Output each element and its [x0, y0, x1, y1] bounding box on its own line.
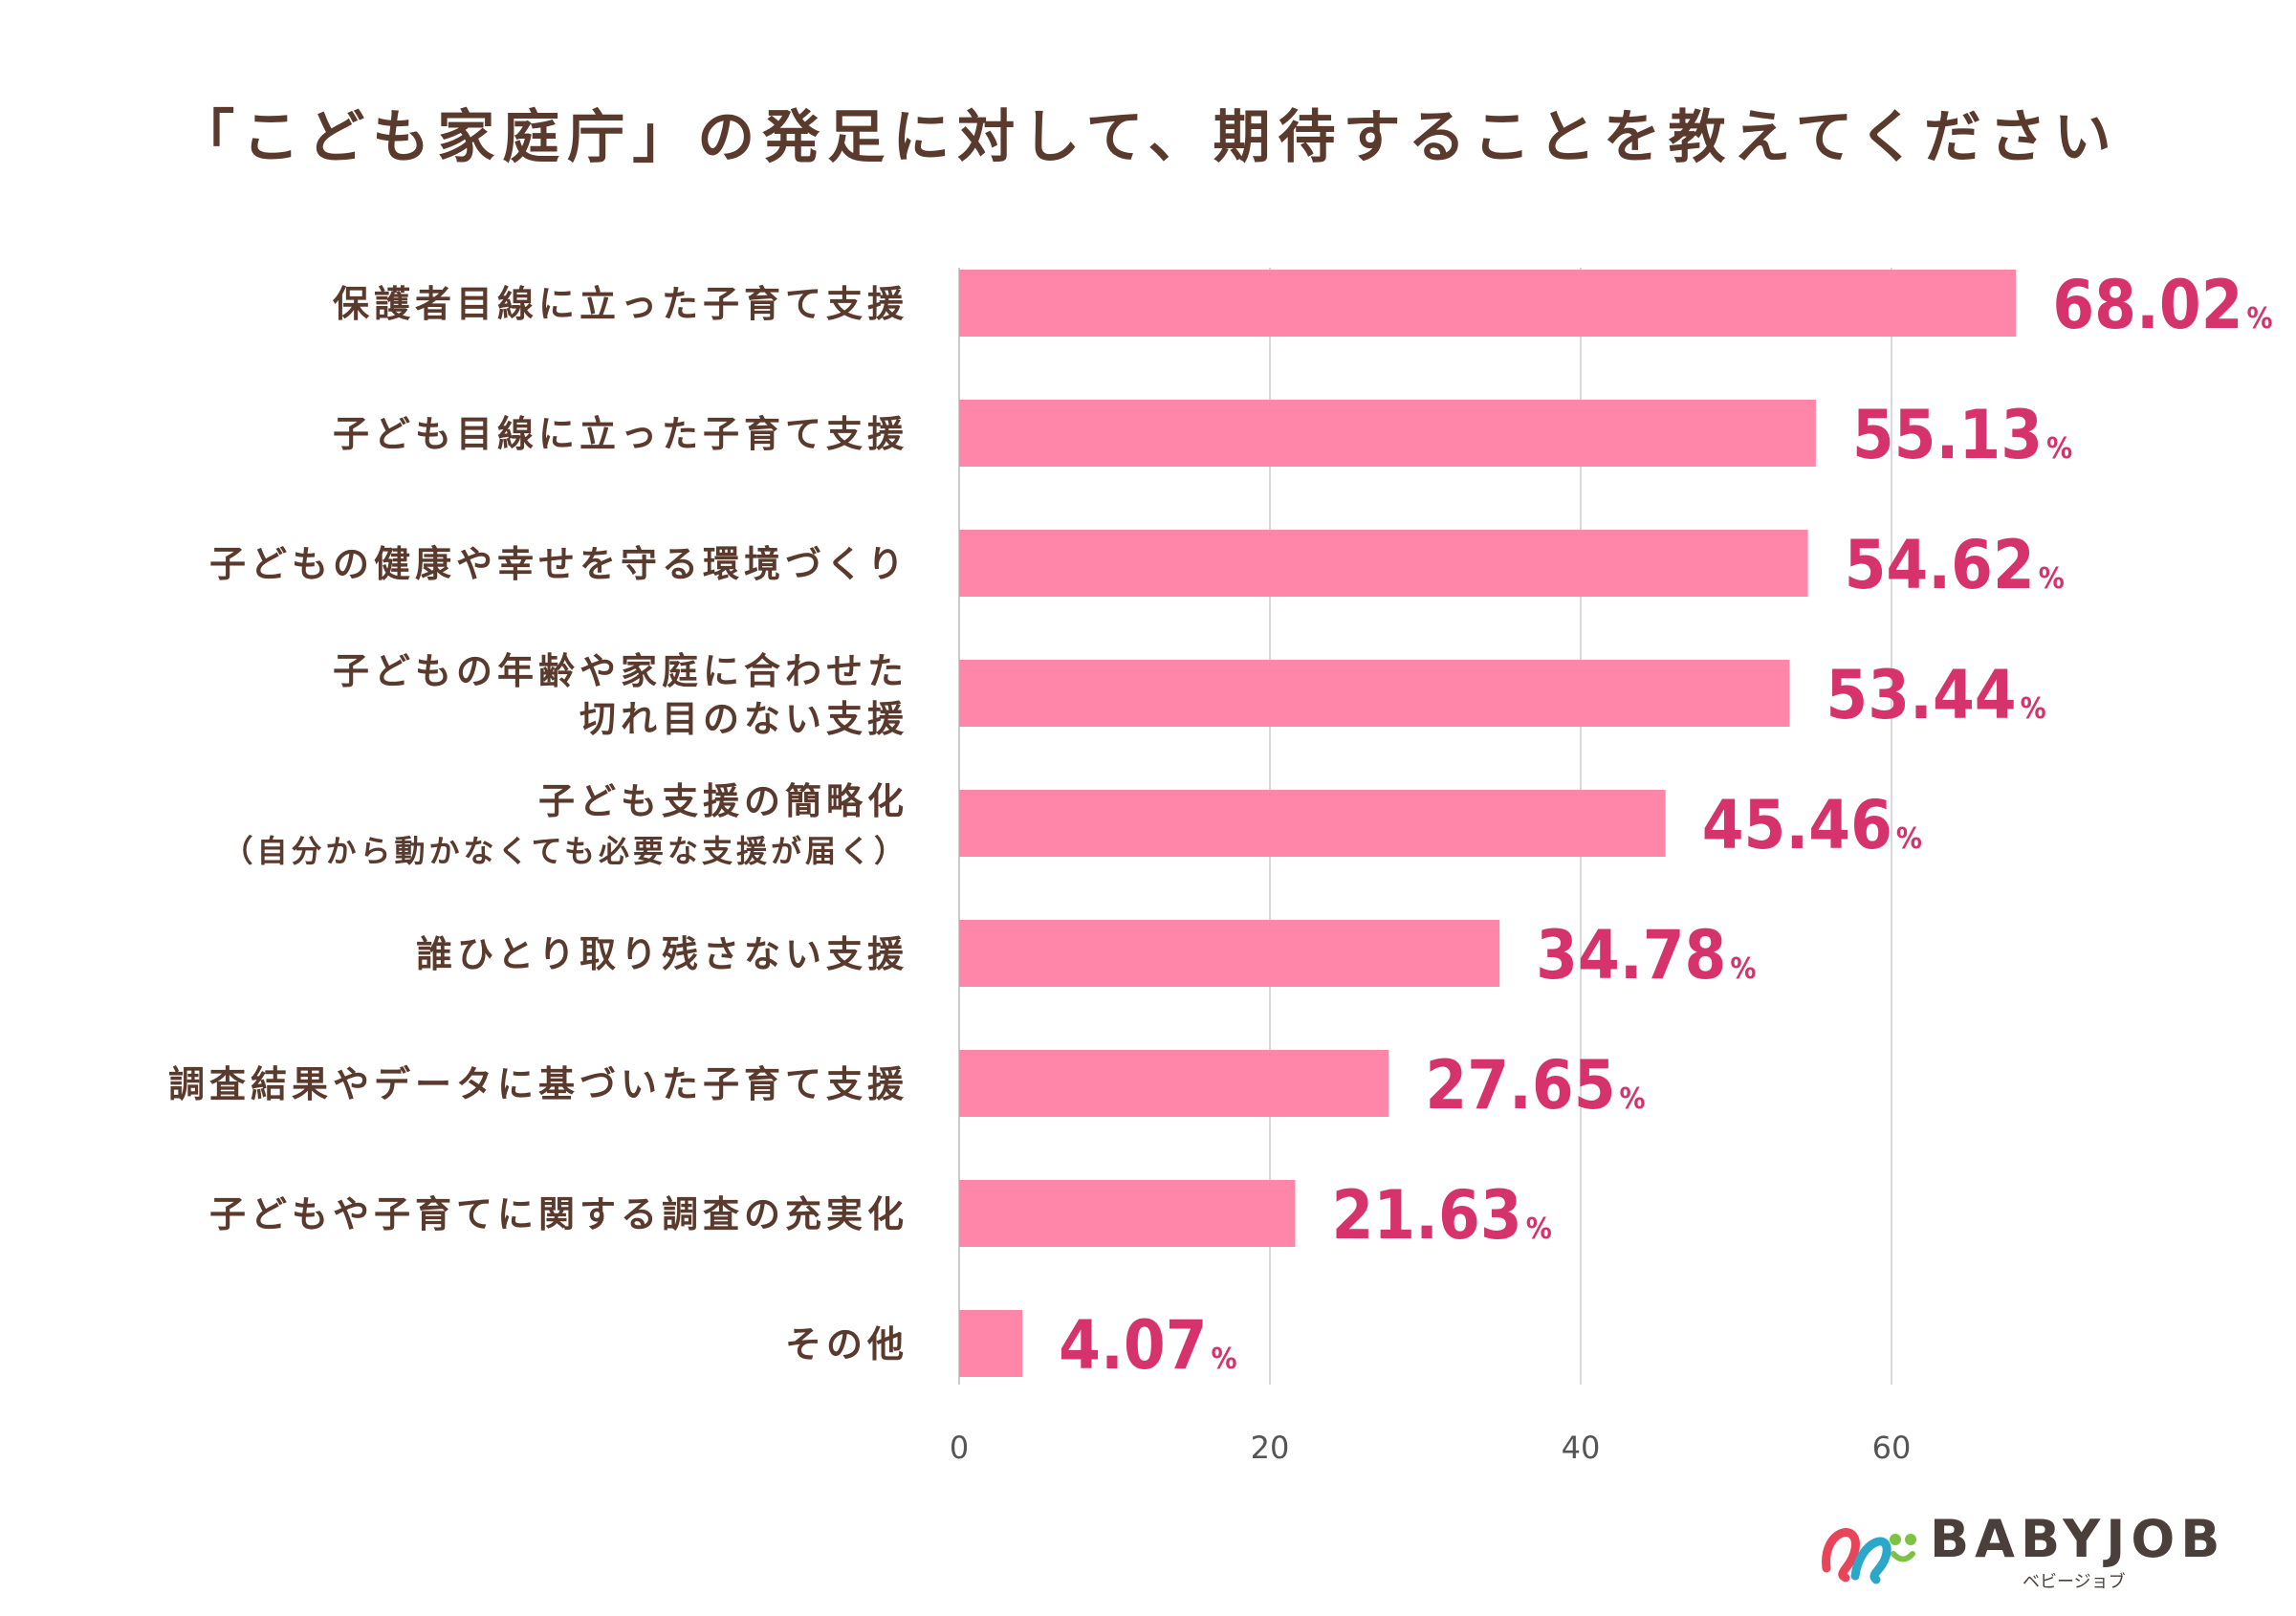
bar: [959, 1050, 1389, 1117]
bar: [959, 1310, 1023, 1377]
category-label: 子どもの年齢や家庭に合わせた: [333, 650, 908, 692]
value-number: 53.44: [1826, 656, 2016, 734]
bar: [959, 790, 1666, 857]
category-label: 子ども目線に立った子育て支援: [333, 413, 908, 455]
bar: [959, 270, 2017, 337]
value-unit: %: [1526, 1212, 1552, 1246]
x-tick-label: 60: [1872, 1430, 1912, 1466]
x-tick-labels: 0 20 40 60: [950, 1430, 1912, 1466]
x-tick-label: 0: [950, 1430, 969, 1466]
value-number: 54.62: [1845, 526, 2035, 604]
category-label: 誰ひとり取り残さない支援: [416, 933, 908, 975]
category-label: その他: [785, 1323, 908, 1365]
logo-mark-icon: [1822, 1528, 1916, 1584]
babyjob-logo: BABYJOB ベビージョブ: [1817, 1501, 2219, 1597]
value-unit: %: [2039, 562, 2065, 596]
value-number: 68.02: [2052, 266, 2242, 344]
bar: [959, 530, 1808, 597]
value-number: 34.78: [1536, 916, 1726, 994]
chart-title: 「こども家庭庁」の発足に対して、期待することを教えてください: [177, 104, 2119, 171]
value-label: 68.02%: [2052, 266, 2272, 344]
category-label: 子ども支援の簡略化: [538, 780, 908, 822]
value-label: 4.07%: [1059, 1306, 1236, 1385]
logo-subtitle: ベビージョブ: [2023, 1572, 2126, 1592]
value-number: 27.65: [1425, 1046, 1615, 1125]
bars: [959, 270, 2017, 1377]
logo-text: BABYJOB: [1930, 1509, 2226, 1569]
value-label: 34.78%: [1536, 916, 1756, 994]
category-label: 子どもや子育てに関する調査の充実化: [209, 1193, 908, 1235]
value-label: 27.65%: [1425, 1046, 1645, 1125]
value-labels: 68.02 %55.13 %54.62 %53.44 %45.46 %34.78 %27.6…: [1059, 266, 2272, 1385]
value-unit: %: [2021, 692, 2046, 726]
bar: [959, 400, 1816, 467]
value-label: 54.62%: [1845, 526, 2065, 604]
x-tick-label: 20: [1251, 1430, 1290, 1466]
category-label: 子どもの健康や幸せを守る環境づくり: [209, 543, 908, 585]
value-unit: %: [1896, 822, 1922, 856]
value-label: 45.46%: [1702, 786, 1922, 864]
value-unit: %: [2046, 432, 2072, 466]
value-label: 21.63%: [1331, 1176, 1551, 1255]
value-unit: %: [1620, 1082, 1646, 1116]
bar: [959, 1180, 1296, 1247]
bar: [959, 660, 1790, 727]
category-label: 切れ目のない支援: [579, 698, 908, 740]
value-unit: %: [1212, 1343, 1237, 1376]
value-unit: %: [1730, 952, 1756, 986]
x-tick-label: 40: [1562, 1430, 1601, 1466]
bar: [959, 920, 1500, 987]
value-label: 55.13%: [1852, 396, 2072, 474]
category-label: 保護者目線に立った子育て支援: [333, 283, 908, 325]
value-label: 53.44%: [1826, 656, 2045, 734]
value-number: 4.07: [1059, 1306, 1207, 1385]
value-number: 45.46: [1702, 786, 1892, 864]
category-labels: 保護者目線に立った子育て支援子ども目線に立った子育て支援子どもの健康や幸せを守る…: [168, 283, 908, 1365]
value-unit: %: [2247, 302, 2273, 336]
category-label: （自分から動かなくても必要な支援が届く）: [223, 833, 908, 869]
value-number: 55.13: [1852, 396, 2043, 474]
category-label: 調査結果やデータに基づいた子育て支援: [168, 1063, 908, 1105]
value-number: 21.63: [1331, 1176, 1521, 1255]
